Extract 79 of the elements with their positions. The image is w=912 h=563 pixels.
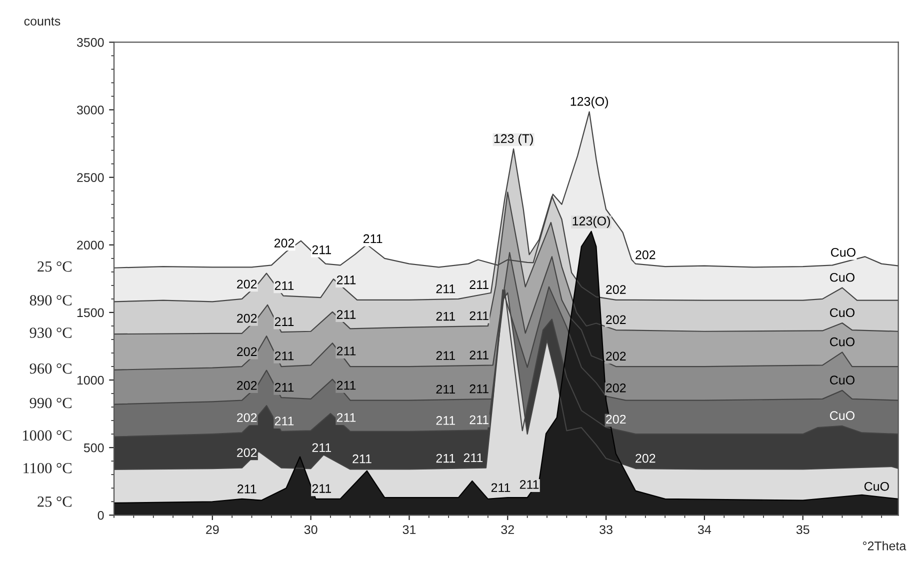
annotation: 211 xyxy=(436,454,455,463)
annotation: 123(O) xyxy=(572,216,610,228)
annotation: 211 xyxy=(436,384,455,394)
annotation: 211 xyxy=(274,416,294,426)
annotation: 123(O) xyxy=(570,96,608,108)
annotation: 211 xyxy=(312,245,331,254)
x-tick-label: 35 xyxy=(796,525,810,534)
annotation: 202 xyxy=(606,383,626,392)
annotation: 202 xyxy=(237,381,257,390)
annotation: 202 xyxy=(237,280,257,289)
annotation: 202 xyxy=(237,413,257,422)
annotation: 211 xyxy=(470,350,488,360)
annotation: 211 xyxy=(352,454,372,464)
annotation: CuO xyxy=(830,411,854,420)
text: 25 °C xyxy=(38,261,72,272)
annotation: 211 xyxy=(274,351,294,360)
annotation: 211 xyxy=(470,384,488,394)
annotation: CuO xyxy=(864,482,889,491)
x-tick-label: 30 xyxy=(304,525,318,534)
annotation: 211 xyxy=(436,416,455,425)
annotation: 202 xyxy=(606,414,626,424)
annotation: 211 xyxy=(491,483,510,492)
annotation: 211 xyxy=(274,317,294,326)
annotation: 202 xyxy=(636,454,656,463)
text: 960 °C xyxy=(30,363,72,374)
annotation: 202 xyxy=(636,250,656,260)
y-tick-label: 0 xyxy=(98,510,104,520)
annotation: 202 xyxy=(274,238,294,248)
x-tick-label: 31 xyxy=(402,525,416,534)
annotation: 202 xyxy=(606,315,626,324)
annotation: CuO xyxy=(830,376,854,384)
annotation: CuO xyxy=(830,308,854,318)
annotation: 211 xyxy=(464,453,483,462)
annotation: 211 xyxy=(470,280,488,289)
annotation: 202 xyxy=(237,347,257,356)
annotation: 211 xyxy=(470,311,488,320)
annotation: 211 xyxy=(336,310,356,319)
annotation: 211 xyxy=(336,413,356,422)
annotation: 202 xyxy=(237,448,257,458)
annotation: 211 xyxy=(274,281,294,290)
annotation: 211 xyxy=(363,234,382,244)
x-tick-label: 32 xyxy=(501,525,514,534)
annotation: 211 xyxy=(336,380,356,390)
x-tick-label: 34 xyxy=(698,525,712,534)
annotation: 202 xyxy=(606,285,626,294)
x-tick-label: 29 xyxy=(206,525,219,534)
annotation: 211 xyxy=(274,382,294,392)
annotation: CuO xyxy=(830,337,854,346)
text: 890 °C xyxy=(30,295,72,306)
annotation: 211 xyxy=(336,346,356,356)
text: 1100 °C xyxy=(24,462,72,474)
annotation: 211 xyxy=(312,484,331,493)
x-tick-label: 33 xyxy=(600,525,612,534)
y-tick-label: 3000 xyxy=(76,106,104,114)
text: 25 °C xyxy=(38,496,72,507)
text: 990 °C xyxy=(30,398,72,408)
y-tick-label: 2500 xyxy=(77,173,104,182)
text: 1000 °C xyxy=(23,430,72,441)
annotation: 123 (T) xyxy=(494,134,533,146)
annotation: 211 xyxy=(336,276,356,284)
annotation: 202 xyxy=(237,314,257,323)
annotation: 211 xyxy=(520,480,539,489)
x-axis-title: °2Theta xyxy=(862,541,906,550)
annotation: 211 xyxy=(470,415,488,424)
y-tick-label: 2000 xyxy=(77,240,104,250)
annotation: 211 xyxy=(436,284,455,294)
annotation: 211 xyxy=(436,312,455,321)
annotation: 211 xyxy=(312,443,331,452)
y-axis-title: counts xyxy=(24,17,60,26)
y-tick-label: 1000 xyxy=(77,376,104,385)
y-tick-label: 500 xyxy=(84,443,104,452)
annotation: CuO xyxy=(830,272,854,282)
annotation: 211 xyxy=(238,484,256,494)
y-tick-label: 1500 xyxy=(77,308,104,318)
text: 930 °C xyxy=(30,328,72,338)
y-tick-label: 3500 xyxy=(76,38,104,47)
annotation: 211 xyxy=(436,351,455,360)
annotation: 202 xyxy=(606,352,626,361)
annotation: CuO xyxy=(830,248,856,257)
